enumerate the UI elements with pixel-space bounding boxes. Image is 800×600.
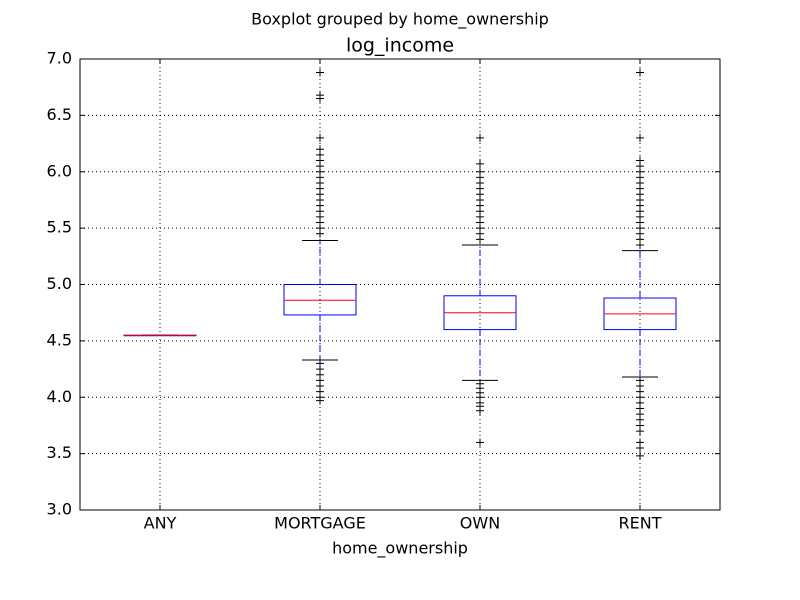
flier bbox=[476, 235, 484, 244]
chart-title: log_income bbox=[346, 35, 454, 57]
flier bbox=[476, 133, 484, 142]
flier bbox=[316, 94, 324, 103]
flier bbox=[636, 241, 644, 250]
flier bbox=[636, 451, 644, 460]
x-axis-label: home_ownership bbox=[332, 539, 468, 559]
y-tick-label: 4.5 bbox=[47, 330, 72, 349]
flier bbox=[636, 68, 644, 77]
flier bbox=[636, 133, 644, 142]
flier bbox=[476, 159, 484, 168]
flier bbox=[476, 406, 484, 415]
flier bbox=[636, 427, 644, 436]
flier bbox=[316, 68, 324, 77]
x-tick-label: MORTGAGE bbox=[274, 514, 366, 533]
x-tick-label: OWN bbox=[460, 514, 500, 533]
y-tick-label: 3.5 bbox=[47, 443, 72, 462]
plot-frame bbox=[79, 58, 721, 511]
flier bbox=[316, 133, 324, 142]
y-tick-label: 3.0 bbox=[47, 500, 72, 519]
flier bbox=[476, 438, 484, 447]
box bbox=[283, 284, 357, 316]
y-tick-label: 7.0 bbox=[47, 49, 72, 68]
flier bbox=[316, 229, 324, 238]
suptitle: Boxplot grouped by home_ownership bbox=[251, 10, 549, 30]
y-tick-label: 5.5 bbox=[47, 218, 72, 237]
y-tick-label: 6.0 bbox=[47, 161, 72, 180]
flier bbox=[636, 443, 644, 452]
y-tick-label: 5.0 bbox=[47, 274, 72, 293]
x-tick-label: RENT bbox=[619, 514, 662, 533]
flier bbox=[316, 396, 324, 405]
y-tick-label: 6.5 bbox=[47, 105, 72, 124]
y-tick-label: 4.0 bbox=[47, 387, 72, 406]
x-tick-label: ANY bbox=[144, 514, 177, 533]
